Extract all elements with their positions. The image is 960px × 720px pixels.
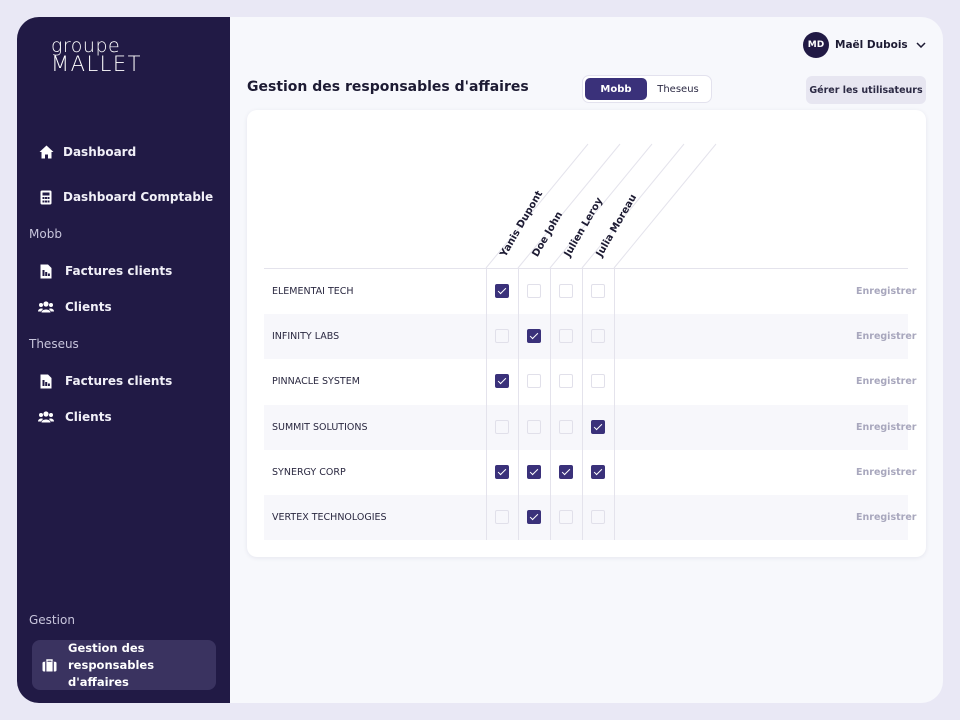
assignment-checkbox[interactable]: [559, 374, 573, 389]
client-name: VERTEX TECHNOLOGIES: [272, 512, 387, 523]
column-divider: [550, 268, 551, 540]
client-name: ELEMENTAI TECH: [272, 286, 354, 297]
invoice-icon: [37, 372, 55, 390]
column-divider: [486, 268, 487, 540]
logo-line-2: MALLET: [51, 52, 142, 76]
save-button[interactable]: Enregistrer: [856, 512, 917, 523]
column-header-dividers: [485, 143, 717, 269]
save-button[interactable]: Enregistrer: [856, 286, 917, 297]
client-name: SUMMIT SOLUTIONS: [272, 421, 368, 433]
table-row: ELEMENTAI TECH Enregistrer: [264, 269, 916, 314]
column-divider: [614, 268, 615, 540]
sidebar-item-mobb-clients[interactable]: Clients: [37, 293, 112, 321]
chevron-down-icon: [916, 40, 926, 50]
sidebar-item-label: Factures clients: [65, 264, 173, 278]
assignment-checkbox[interactable]: [527, 510, 541, 524]
assignment-checkbox[interactable]: [591, 284, 605, 298]
sidebar-item-theseus-clients[interactable]: Clients: [37, 403, 112, 431]
table-row: SYNERGY CORP Enregistrer: [264, 450, 916, 495]
client-name: INFINITY LABS: [272, 331, 340, 343]
assignment-table-card: Yanis Dupont Doe John Julien Leroy Julia…: [247, 110, 926, 557]
invoice-icon: [37, 262, 55, 280]
sidebar: groupe MALLET Dashboard Dashboard Compta…: [17, 17, 230, 703]
sidebar-item-label: Dashboard Comptable: [63, 190, 214, 204]
assignment-checkbox[interactable]: [527, 419, 541, 434]
manage-users-button[interactable]: Gérer les utilisateurs: [806, 76, 926, 104]
save-button[interactable]: Enregistrer: [856, 376, 917, 388]
section-label-mobb: Mobb: [29, 227, 62, 241]
table-row: INFINITY LABS Enregistrer: [264, 314, 916, 360]
assignment-checkbox[interactable]: [591, 464, 605, 479]
assignment-checkbox[interactable]: [591, 510, 605, 524]
table-row: VERTEX TECHNOLOGIES Enregistrer: [264, 495, 916, 540]
assignment-checkbox[interactable]: [527, 329, 541, 344]
toggle-option-mobb[interactable]: Mobb: [585, 78, 647, 100]
assignment-checkbox[interactable]: [495, 419, 509, 434]
sidebar-item-theseus-factures[interactable]: Factures clients: [37, 367, 172, 395]
assignment-checkbox[interactable]: [559, 284, 573, 298]
sidebar-item-label: Clients: [65, 300, 112, 314]
logo-line-1: groupe: [51, 35, 121, 57]
column-divider: [582, 268, 583, 540]
sidebar-item-label: Dashboard: [63, 145, 137, 159]
briefcase-icon: [40, 656, 58, 674]
assignment-checkbox[interactable]: [527, 284, 541, 298]
company-toggle: Mobb Theseus: [582, 75, 712, 103]
users-icon: [37, 298, 55, 316]
assignment-checkbox[interactable]: [591, 329, 605, 344]
users-icon: [37, 408, 55, 426]
assignment-checkbox[interactable]: [559, 510, 573, 524]
app-frame: groupe MALLET Dashboard Dashboard Compta…: [17, 17, 943, 703]
section-label-theseus: Theseus: [29, 337, 79, 351]
assignment-checkbox[interactable]: [591, 419, 605, 434]
save-button[interactable]: Enregistrer: [856, 331, 917, 343]
assignment-checkbox[interactable]: [559, 329, 573, 344]
header-divider: [264, 268, 908, 269]
table-row: PINNACLE SYSTEM Enregistrer: [264, 359, 916, 404]
assignment-checkbox[interactable]: [559, 419, 573, 434]
table-row: SUMMIT SOLUTIONS Enregistrer: [264, 404, 916, 450]
assignment-checkbox[interactable]: [527, 374, 541, 389]
save-button[interactable]: Enregistrer: [856, 466, 917, 478]
calculator-icon: [37, 188, 55, 206]
save-button[interactable]: Enregistrer: [856, 421, 917, 433]
sidebar-item-label: Gestion des responsables d'affaires: [68, 640, 155, 689]
logo: groupe MALLET: [51, 37, 142, 75]
sidebar-item-dashboard[interactable]: Dashboard: [37, 138, 136, 166]
sidebar-item-label: Clients: [65, 410, 112, 424]
client-name: PINNACLE SYSTEM: [272, 376, 360, 388]
page-title: Gestion des responsables d'affaires: [247, 79, 529, 95]
user-name: Maël Dubois: [835, 39, 908, 51]
toggle-option-theseus[interactable]: Theseus: [657, 83, 699, 95]
assignment-checkbox[interactable]: [591, 374, 605, 389]
user-menu[interactable]: MD Maël Dubois: [803, 32, 926, 58]
assignment-checkbox[interactable]: [495, 284, 509, 298]
sidebar-item-label: Factures clients: [65, 374, 173, 388]
assignment-checkbox[interactable]: [495, 329, 509, 344]
sidebar-item-dashboard-comptable[interactable]: Dashboard Comptable: [37, 183, 213, 211]
sidebar-item-mobb-factures[interactable]: Factures clients: [37, 257, 172, 285]
assignment-checkbox[interactable]: [495, 510, 509, 524]
assignment-checkbox[interactable]: [495, 374, 509, 389]
assignment-checkbox[interactable]: [527, 464, 541, 479]
client-name: SYNERGY CORP: [272, 466, 346, 478]
section-label-gestion: Gestion: [29, 613, 75, 627]
column-divider: [518, 268, 519, 540]
sidebar-item-gestion-responsables[interactable]: Gestion des responsables d'affaires: [32, 640, 216, 690]
home-icon: [37, 143, 55, 161]
assignment-checkbox[interactable]: [495, 464, 509, 479]
avatar: MD: [803, 32, 829, 58]
assignment-checkbox[interactable]: [559, 464, 573, 479]
